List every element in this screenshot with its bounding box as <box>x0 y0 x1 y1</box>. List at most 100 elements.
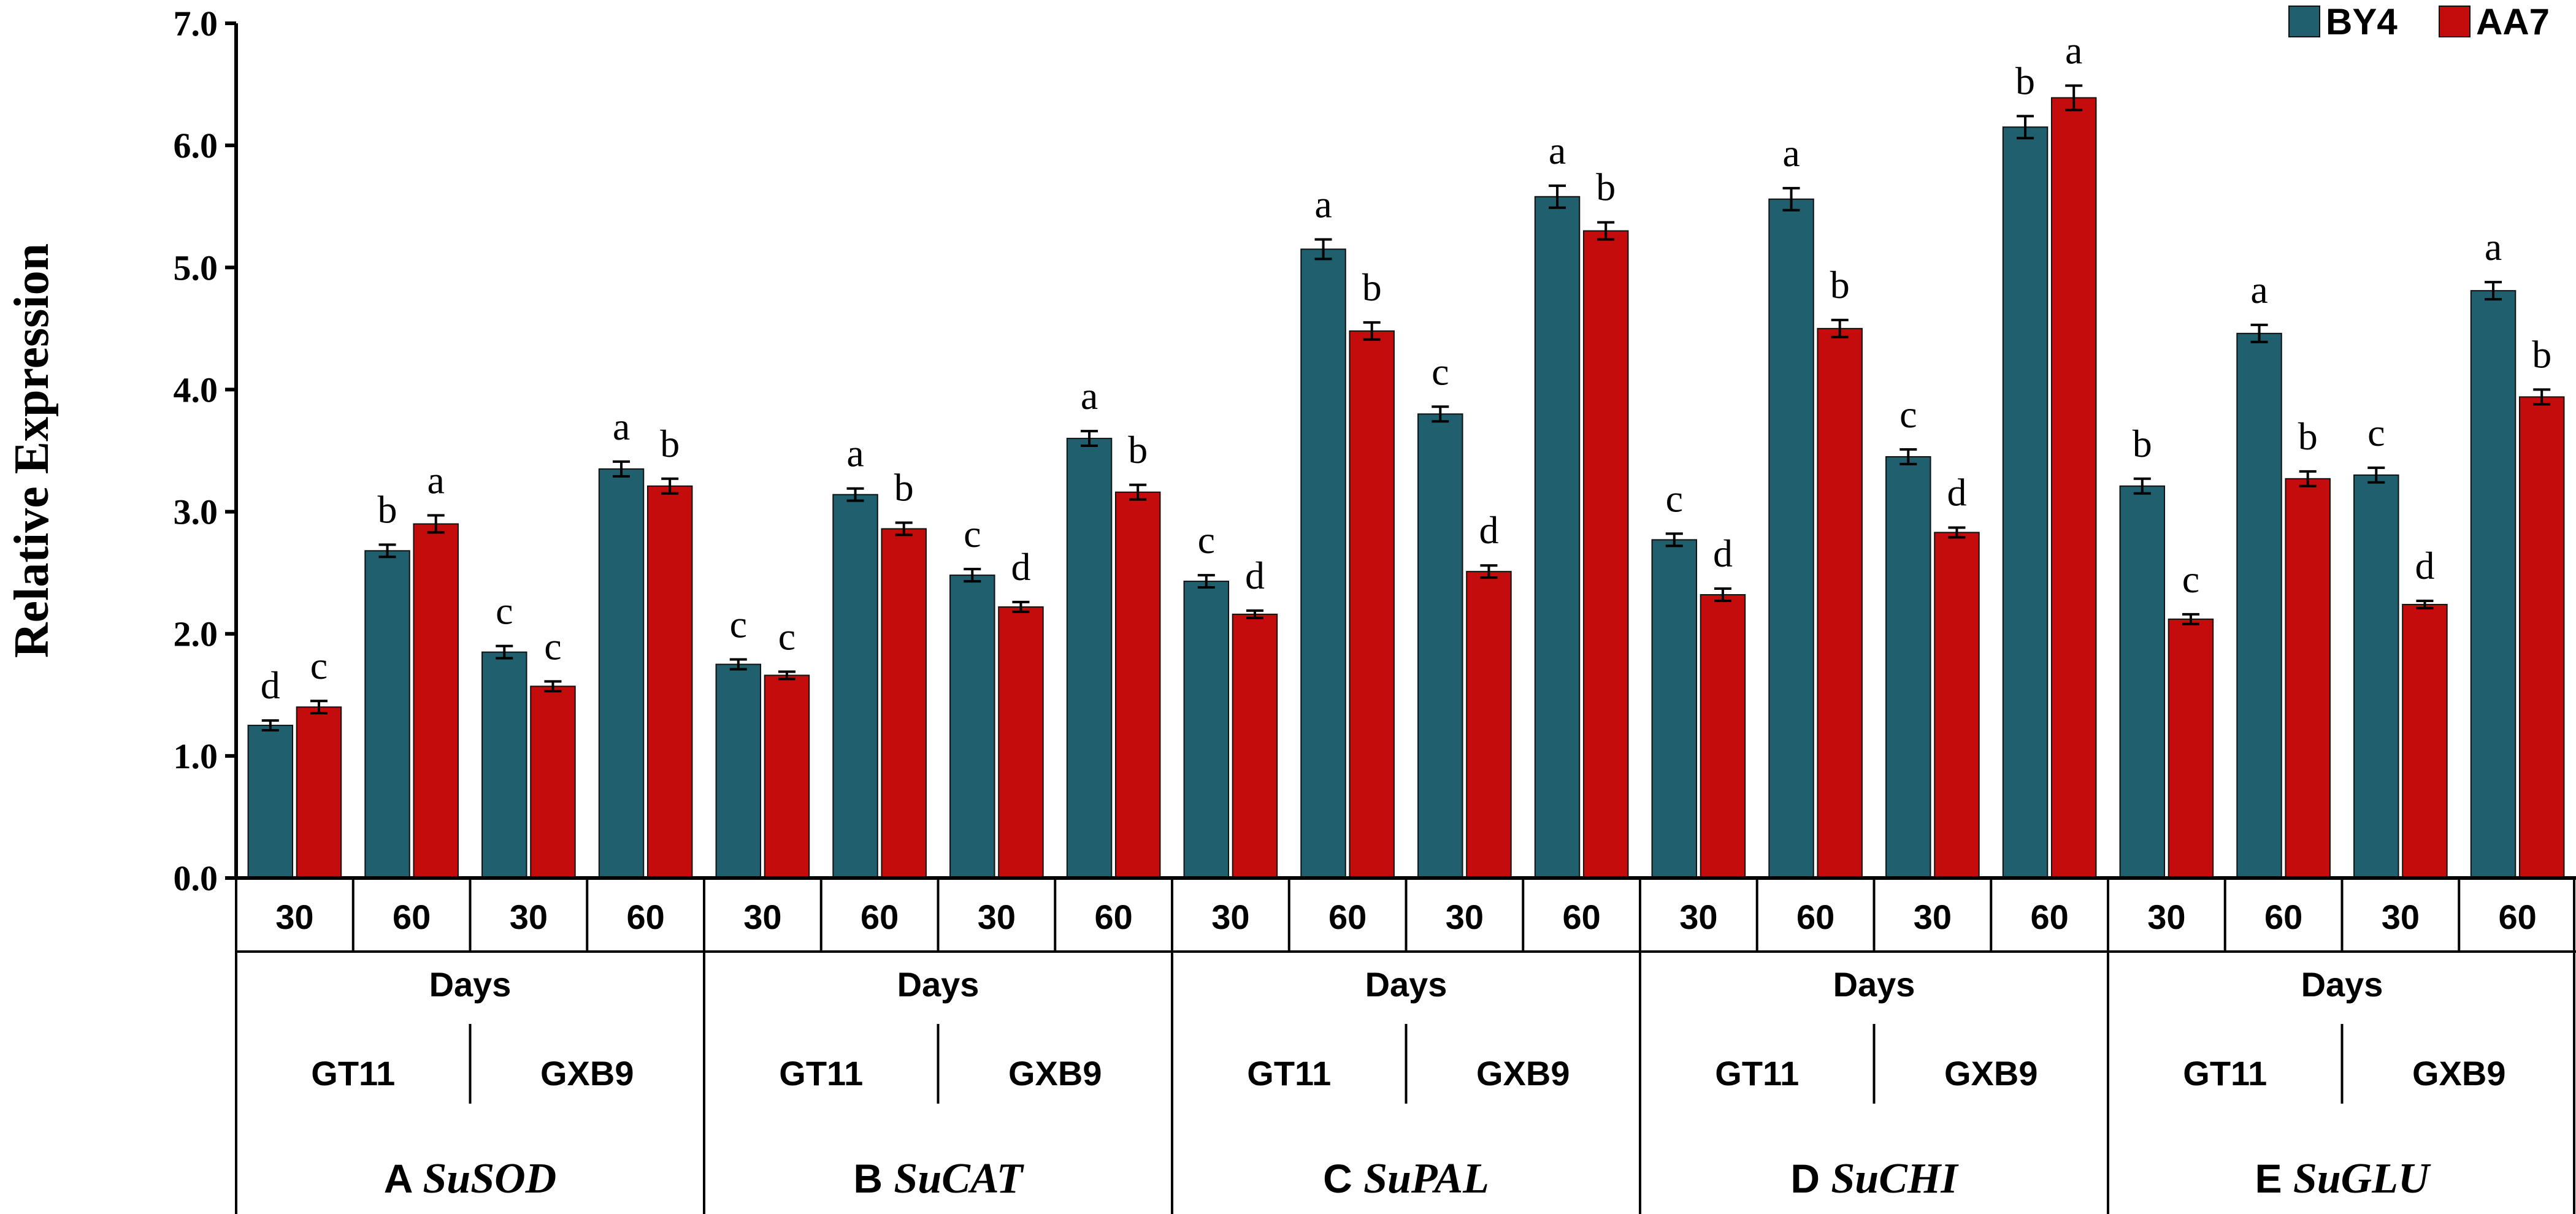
day-label: 60 <box>1094 898 1132 936</box>
panel-label-text: B SuCAT <box>853 1155 1024 1202</box>
significance-label: a <box>613 405 630 448</box>
significance-label: a <box>1782 131 1800 175</box>
panel-label-text: E SuGLU <box>2255 1155 2431 1202</box>
panel-gene: SuPAL <box>1363 1155 1489 1202</box>
significance-label: d <box>1245 554 1265 597</box>
bar-by4 <box>832 494 878 879</box>
panel-label: D SuCHI <box>1790 1155 1959 1202</box>
bar-aa7 <box>2168 618 2214 879</box>
significance-label: d <box>2415 544 2434 587</box>
significance-label: c <box>544 624 561 668</box>
panel-letter: A <box>384 1156 423 1201</box>
legend: BY4 AA7 <box>2288 1 2550 42</box>
bar-aa7 <box>296 706 342 879</box>
y-tick-label: 4.0 <box>174 370 218 410</box>
bar-by4 <box>2470 290 2517 879</box>
variety-label: GT11 <box>2183 1054 2267 1093</box>
bar-aa7 <box>2050 97 2097 879</box>
y-tick-label: 5.0 <box>174 248 218 288</box>
bar-aa7 <box>1817 327 1863 879</box>
day-label: 60 <box>626 898 664 936</box>
bar-aa7 <box>1232 613 1278 879</box>
variety-label: GT11 <box>1247 1054 1331 1093</box>
bar-by4 <box>1651 539 1698 879</box>
days-label: Days <box>1833 965 1915 1004</box>
day-label: 60 <box>1562 898 1600 936</box>
variety-label: GXB9 <box>540 1054 634 1093</box>
significance-label: b <box>660 422 680 465</box>
panel-gene: SuCAT <box>894 1155 1024 1202</box>
bar-aa7 <box>1114 491 1161 879</box>
significance-label: a <box>2065 29 2082 72</box>
significance-label: b <box>1596 166 1616 209</box>
bar-by4 <box>2119 485 2166 879</box>
variety-label: GXB9 <box>1008 1054 1102 1093</box>
day-label: 60 <box>2264 898 2302 936</box>
bar-by4 <box>1417 413 1463 879</box>
bar-aa7 <box>1934 532 1980 879</box>
y-tick-label: 1.0 <box>174 736 218 776</box>
bar-by4 <box>949 575 995 879</box>
panel-label-text: C SuPAL <box>1323 1155 1489 1202</box>
variety-label: GXB9 <box>1476 1054 1570 1093</box>
days-label: Days <box>429 965 512 1004</box>
bar-aa7 <box>2402 603 2448 879</box>
bar-by4 <box>598 468 645 879</box>
bar-aa7 <box>1466 571 1512 879</box>
legend-label-by4: BY4 <box>2326 1 2398 42</box>
panel-gene: SuSOD <box>423 1155 556 1202</box>
significance-label: c <box>1198 518 1215 562</box>
day-label: 30 <box>1679 898 1717 936</box>
y-tick-label: 6.0 <box>174 126 218 166</box>
bar-aa7 <box>764 674 810 879</box>
day-label: 30 <box>1446 898 1484 936</box>
variety-label: GT11 <box>1715 1054 1799 1093</box>
day-label: 60 <box>2498 898 2536 936</box>
bar-aa7 <box>646 485 693 879</box>
panel-letter: E <box>2255 1156 2293 1201</box>
bar-by4 <box>247 725 294 879</box>
bar-by4 <box>2236 332 2282 879</box>
panel-label-text: A SuSOD <box>384 1155 556 1202</box>
significance-label: b <box>1362 265 1382 309</box>
significance-label: a <box>2485 225 2502 269</box>
significance-label: b <box>2298 414 2318 458</box>
variety-label: GT11 <box>779 1054 863 1093</box>
significance-label: c <box>964 512 981 555</box>
significance-label: a <box>1549 129 1566 172</box>
bar-aa7 <box>413 523 459 879</box>
significance-label: c <box>730 603 747 646</box>
significance-label: b <box>2532 332 2551 376</box>
variety-label: GT11 <box>311 1054 395 1093</box>
panel-letter: B <box>853 1156 894 1201</box>
significance-label: c <box>2367 411 2385 454</box>
day-label: 60 <box>2030 898 2068 936</box>
day-label: 60 <box>1796 898 1834 936</box>
bar-aa7 <box>2285 478 2331 879</box>
legend-label-aa7: AA7 <box>2476 1 2550 42</box>
bar-by4 <box>1300 248 1346 879</box>
bar-by4 <box>481 651 527 879</box>
bar-aa7 <box>2518 396 2565 879</box>
panel-label: B SuCAT <box>853 1155 1024 1202</box>
y-tick-label: 7.0 <box>174 4 218 44</box>
significance-label: c <box>1899 392 1917 436</box>
bar-by4 <box>2353 474 2399 879</box>
variety-label: GXB9 <box>1944 1054 2038 1093</box>
y-tick-label: 0.0 <box>174 858 218 898</box>
bar-aa7 <box>1582 230 1629 879</box>
y-axis: 0.0 1.0 2.0 3.0 4.0 5.0 6.0 7.0 Relative Express… <box>5 4 238 898</box>
significance-label: b <box>1128 428 1148 471</box>
day-label: 60 <box>1328 898 1367 936</box>
panel-gene: SuCHI <box>1831 1155 1959 1202</box>
significance-label: d <box>1479 508 1498 552</box>
bar-aa7 <box>881 528 927 879</box>
significance-label: c <box>1666 476 1683 520</box>
day-label: 30 <box>1211 898 1249 936</box>
y-tick-label: 3.0 <box>174 492 218 532</box>
panel-letter: D <box>1790 1156 1831 1201</box>
day-label: 30 <box>978 898 1016 936</box>
significance-label: c <box>2182 557 2199 601</box>
significance-label: b <box>894 465 914 509</box>
